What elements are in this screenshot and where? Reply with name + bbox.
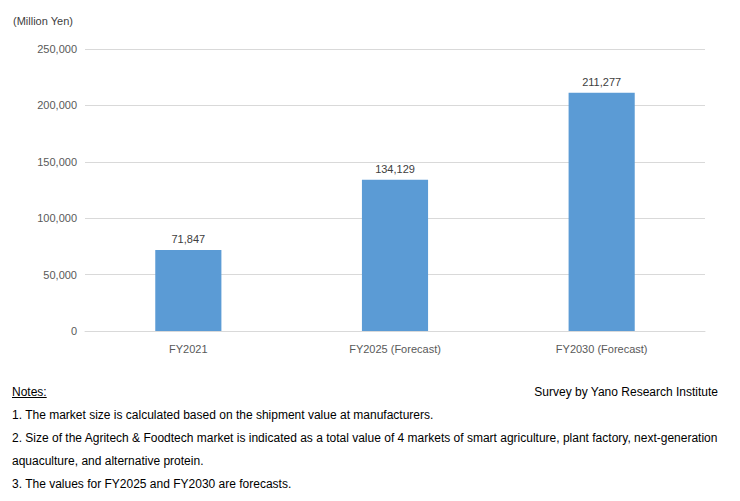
svg-text:200,000: 200,000 <box>37 99 77 111</box>
svg-text:211,277: 211,277 <box>582 76 621 88</box>
svg-text:0: 0 <box>71 325 77 337</box>
html-text:Survey by Yano Research Instit: Survey by Yano Research Institute <box>534 385 718 399</box>
html-text:2. Size of the Agritech & Food: 2. Size of the Agritech & Foodtech marke… <box>12 431 718 468</box>
svg-text:100,000: 100,000 <box>37 212 77 224</box>
svg-text:71,847: 71,847 <box>172 233 206 245</box>
svg-text:FY2021: FY2021 <box>169 343 208 355</box>
svg-text:(Million Yen): (Million Yen) <box>13 15 73 27</box>
html-text:3. The values for FY2025 and F: 3. The values for FY2025 and FY2030 are … <box>12 477 292 491</box>
html-text:1. The market size is calculat: 1. The market size is calculated based o… <box>12 408 434 422</box>
svg-text:150,000: 150,000 <box>37 156 77 168</box>
svg-text:FY2025 (Forecast): FY2025 (Forecast) <box>349 343 441 355</box>
svg-text:250,000: 250,000 <box>37 43 77 55</box>
svg-text:134,129: 134,129 <box>375 163 415 175</box>
html-text:Notes:: Notes: <box>12 385 47 399</box>
svg-text:50,000: 50,000 <box>43 269 77 281</box>
svg-text:FY2030 (Forecast): FY2030 (Forecast) <box>556 343 648 355</box>
